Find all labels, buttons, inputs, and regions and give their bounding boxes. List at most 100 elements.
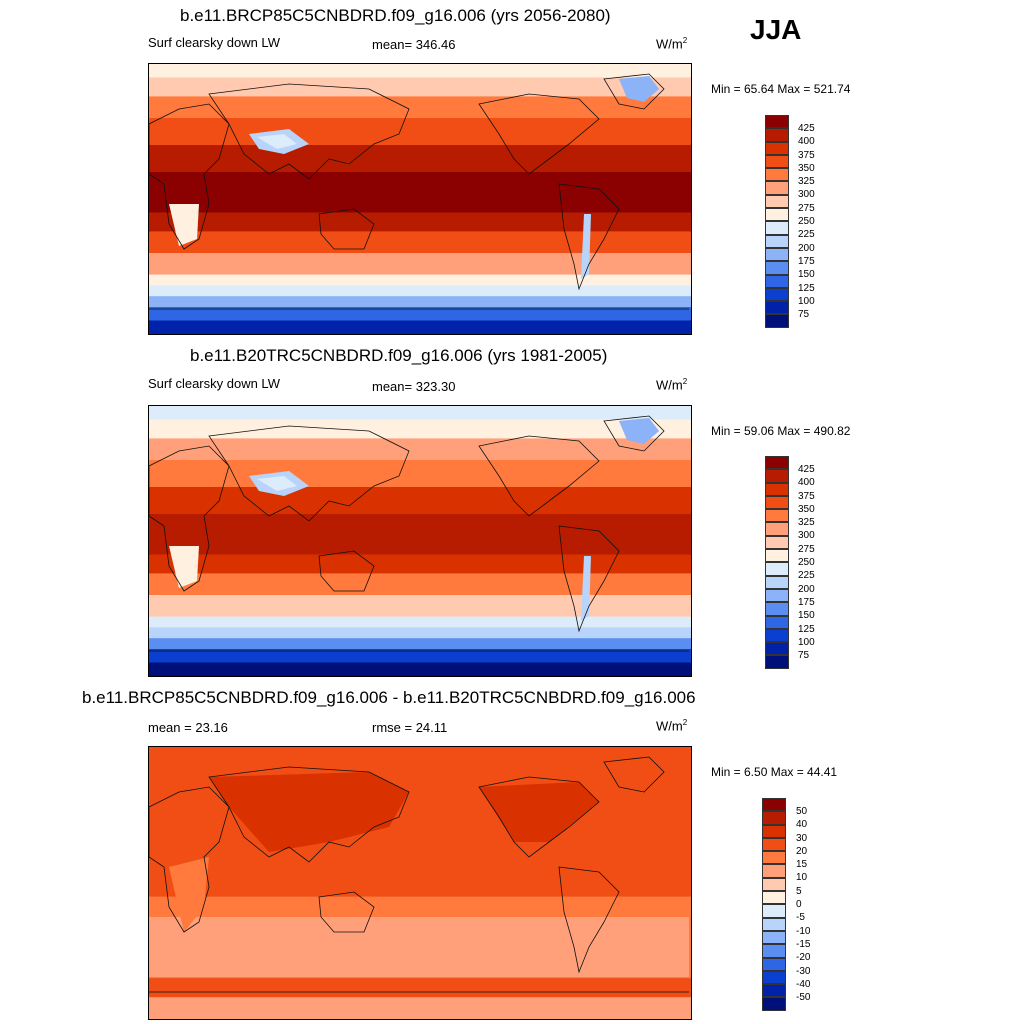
field-patch — [257, 476, 297, 491]
field-band — [149, 978, 691, 999]
colorbar-label: 0 — [796, 899, 802, 911]
panel-2-colorbar-labels: 425 400 375 350 325 300 275 250 225 200 175 150 125 1… — [798, 463, 815, 662]
colorbar-label: -5 — [796, 912, 805, 924]
field-band — [149, 285, 691, 298]
colorbar-box — [762, 824, 786, 838]
coastline — [149, 103, 230, 250]
field-band — [149, 627, 691, 640]
panel-3-mean: mean = 23.16 — [148, 720, 228, 735]
panel-3-units: W/m2 — [656, 718, 688, 734]
coastline — [558, 525, 620, 633]
colorbar-box — [762, 851, 786, 865]
field-band — [149, 231, 691, 254]
colorbar-box — [765, 628, 789, 643]
field-band — [149, 649, 691, 664]
colorbar-label: 325 — [798, 517, 815, 529]
coastline — [149, 786, 230, 933]
field-band — [149, 96, 691, 119]
field-band — [149, 438, 691, 461]
colorbar-label: 20 — [796, 845, 808, 857]
colorbar-label: 300 — [798, 189, 815, 201]
field-band — [149, 514, 691, 556]
colorbar-box — [765, 208, 789, 222]
colorbar-box — [762, 904, 786, 918]
colorbar-label: 275 — [798, 202, 815, 214]
colorbar-label: 150 — [798, 610, 815, 622]
colorbar-label: 125 — [798, 282, 815, 294]
colorbar-label: 75 — [798, 309, 810, 321]
colorbar-box — [762, 944, 786, 958]
field-band — [149, 747, 691, 781]
field-band — [149, 77, 691, 98]
field-band — [149, 172, 691, 214]
colorbar-box — [765, 562, 789, 576]
colorbar-label: 375 — [798, 149, 815, 161]
colorbar-box — [762, 798, 786, 812]
colorbar-box — [765, 194, 789, 209]
colorbar-label: 125 — [798, 623, 815, 635]
panel-1-mean: mean= 346.46 — [372, 37, 456, 52]
panel-1-variable-label: Surf clearsky down LW — [148, 35, 280, 50]
colorbar-box — [765, 221, 789, 235]
coastline — [208, 83, 410, 180]
colorbar-box — [765, 247, 789, 262]
colorbar-box — [765, 615, 789, 629]
panel-1-title: b.e11.BRCP85C5CNBDRD.f09_g16.006 (yrs 20… — [180, 6, 611, 25]
colorbar-label: 10 — [796, 872, 808, 884]
field-band — [149, 638, 691, 650]
colorbar-label: 40 — [796, 819, 808, 831]
colorbar-box — [765, 234, 789, 248]
field-band — [149, 419, 691, 440]
colorbar-box — [762, 984, 786, 998]
panel-2-map — [148, 405, 692, 677]
coastline — [603, 756, 665, 793]
panel-1-map — [148, 63, 692, 335]
colorbar-box — [765, 642, 789, 656]
colorbar-label: 150 — [798, 269, 815, 281]
colorbar-box — [765, 154, 789, 169]
panel-3-map-field — [149, 747, 691, 1019]
panel-1-colorbar-labels: 425 400 375 350 325 300 275 250 225 200 175 150 125 1… — [798, 122, 815, 321]
panel-2-variable-label: Surf clearsky down LW — [148, 376, 280, 391]
coastline — [318, 550, 375, 592]
field-band — [149, 460, 691, 488]
colorbar-box — [762, 997, 786, 1011]
coastline — [558, 866, 620, 974]
colorbar-label: 75 — [798, 650, 810, 662]
colorbar-box — [765, 261, 789, 275]
colorbar-box — [762, 957, 786, 971]
colorbar-box — [765, 522, 789, 536]
colorbar-box — [765, 495, 789, 510]
colorbar-label: 425 — [798, 123, 815, 134]
coastline — [318, 208, 375, 250]
colorbar-box — [762, 864, 786, 878]
field-patch — [257, 134, 297, 149]
colorbar-box — [765, 128, 789, 142]
colorbar-box — [762, 930, 786, 945]
colorbar-label: 350 — [798, 162, 815, 174]
colorbar-label: 350 — [798, 503, 815, 515]
colorbar-box — [765, 602, 789, 616]
panel-3-title: b.e11.BRCP85C5CNBDRD.f09_g16.006 - b.e11… — [82, 688, 696, 707]
colorbar-label: 100 — [798, 295, 815, 307]
coastline — [558, 183, 620, 291]
coastline — [208, 766, 410, 863]
colorbar-box — [765, 655, 789, 669]
field-band — [149, 616, 691, 629]
field-band — [149, 662, 691, 676]
colorbar-box — [762, 877, 786, 892]
colorbar-box — [765, 456, 789, 470]
panel-2-mean: mean= 323.30 — [372, 379, 456, 394]
colorbar-label: -20 — [796, 952, 811, 964]
field-band — [149, 307, 691, 322]
panel-1-colorbar — [765, 115, 789, 328]
colorbar-label: 200 — [798, 242, 815, 254]
panel-2-map-field — [149, 406, 691, 676]
colorbar-label: 400 — [798, 477, 815, 489]
field-band — [149, 573, 691, 596]
colorbar-label: 300 — [798, 530, 815, 542]
panel-3-colorbar — [762, 798, 786, 1011]
field-band — [149, 554, 691, 575]
coastline — [478, 435, 600, 517]
panel-2-colorbar — [765, 456, 789, 669]
